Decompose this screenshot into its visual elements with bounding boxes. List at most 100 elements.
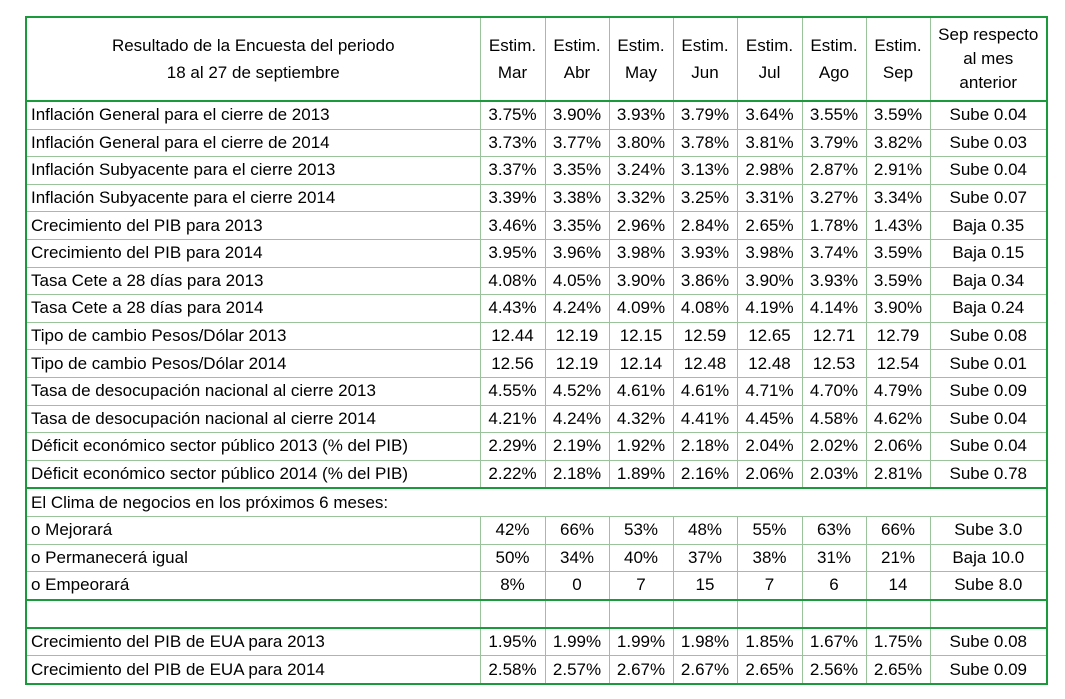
- header-col-label: Estim.: [810, 36, 858, 55]
- value-cell: 3.75%: [479, 100, 546, 130]
- header-col-month: Sep: [882, 63, 914, 82]
- value-cell: 63%: [801, 515, 867, 545]
- row-label: Déficit económico sector público 2013 (%…: [25, 432, 481, 461]
- value-cell: 3.55%: [801, 100, 867, 130]
- table-row: o Empeorará 8% 0 7 15 7 6 14 Sube 8.0: [25, 571, 1048, 601]
- indicators-body: Inflación General para el cierre de 2013…: [25, 100, 1048, 490]
- value-cell: 4.43%: [479, 294, 546, 323]
- value-cell: 21%: [865, 543, 931, 573]
- value-cell: 4.08%: [479, 266, 546, 296]
- row-label: Crecimiento del PIB para 2014: [25, 238, 481, 268]
- value-cell: 3.24%: [608, 156, 674, 185]
- value-cell: 8%: [479, 571, 546, 601]
- header-col-sep: Estim. Sep: [865, 16, 931, 102]
- change-cell: Sube 3.0: [929, 515, 1048, 545]
- change-cell: Sube 0.78: [929, 459, 1048, 490]
- value-cell: 1.89%: [608, 459, 674, 490]
- value-cell: 4.79%: [865, 376, 931, 406]
- value-cell: 2.02%: [801, 432, 867, 461]
- value-cell: 1.99%: [544, 626, 610, 657]
- value-cell: 3.59%: [865, 266, 931, 296]
- header-change-line3: anterior: [959, 73, 1018, 92]
- value-cell: 12.48: [736, 349, 803, 378]
- row-label: Tipo de cambio Pesos/Dólar 2013: [25, 321, 481, 351]
- value-cell: 4.55%: [479, 376, 546, 406]
- value-cell: 3.74%: [801, 238, 867, 268]
- header-col-ago: Estim. Ago: [801, 16, 867, 102]
- row-label: Tasa Cete a 28 días para 2014: [25, 294, 481, 323]
- value-cell: 3.79%: [672, 100, 738, 130]
- value-cell: 2.96%: [608, 211, 674, 240]
- change-cell: Sube 0.04: [929, 432, 1048, 461]
- empty-cell: [865, 599, 931, 629]
- value-cell: 15: [672, 571, 738, 601]
- header-col-label: Estim.: [681, 36, 729, 55]
- value-cell: 1.85%: [736, 626, 803, 657]
- value-cell: 4.32%: [608, 404, 674, 434]
- value-cell: 12.15: [608, 321, 674, 351]
- value-cell: 3.81%: [736, 128, 803, 158]
- header-col-mar: Estim. Mar: [479, 16, 546, 102]
- empty-cell: [479, 599, 546, 629]
- header-col-jun: Estim. Jun: [672, 16, 738, 102]
- header-col-month: Ago: [818, 63, 850, 82]
- value-cell: 40%: [608, 543, 674, 573]
- table-row: Crecimiento del PIB de EUA para 2013 1.95…: [25, 626, 1048, 657]
- value-cell: 3.59%: [865, 100, 931, 130]
- value-cell: 2.18%: [672, 432, 738, 461]
- value-cell: 3.90%: [865, 294, 931, 323]
- value-cell: 2.87%: [801, 156, 867, 185]
- value-cell: 2.06%: [865, 432, 931, 461]
- row-label: Crecimiento del PIB para 2013: [25, 211, 481, 240]
- value-cell: 6: [801, 571, 867, 601]
- value-cell: 12.79: [865, 321, 931, 351]
- value-cell: 3.93%: [801, 266, 867, 296]
- value-cell: 4.71%: [736, 376, 803, 406]
- clima-section: El Clima de negocios en los próximos 6 m…: [25, 487, 1048, 517]
- row-label: o Mejorará: [25, 515, 481, 545]
- value-cell: 2.98%: [736, 156, 803, 185]
- value-cell: 50%: [479, 543, 546, 573]
- value-cell: 4.70%: [801, 376, 867, 406]
- value-cell: 1.67%: [801, 626, 867, 657]
- value-cell: 4.58%: [801, 404, 867, 434]
- table-row: Tasa Cete a 28 días para 2013 4.08% 4.05% 3…: [25, 266, 1048, 296]
- value-cell: 7: [608, 571, 674, 601]
- header-col-abr: Estim. Abr: [544, 16, 610, 102]
- change-cell: Sube 0.09: [929, 655, 1048, 685]
- value-cell: 3.78%: [672, 128, 738, 158]
- clima-title-row: El Clima de negocios en los próximos 6 m…: [25, 487, 1048, 517]
- value-cell: 2.84%: [672, 211, 738, 240]
- table-row: Crecimiento del PIB de EUA para 2014 2.58…: [25, 655, 1048, 685]
- change-cell: Baja 0.34: [929, 266, 1048, 296]
- value-cell: 2.29%: [479, 432, 546, 461]
- change-cell: Sube 0.08: [929, 626, 1048, 657]
- table-row: Tasa de desocupación nacional al cierre …: [25, 376, 1048, 406]
- header-col-month: Abr: [563, 63, 591, 82]
- table-row: Inflación General para el cierre de 2013…: [25, 100, 1048, 130]
- value-cell: 3.27%: [801, 183, 867, 213]
- value-cell: 1.75%: [865, 626, 931, 657]
- table-row: Crecimiento del PIB para 2013 3.46% 3.35% 2…: [25, 211, 1048, 240]
- row-label: Crecimiento del PIB de EUA para 2013: [25, 626, 481, 657]
- value-cell: 3.90%: [544, 100, 610, 130]
- table-row: Inflación General para el cierre de 2014…: [25, 128, 1048, 158]
- empty-cell: [929, 599, 1048, 629]
- empty-cell: [672, 599, 738, 629]
- table-row: Tasa Cete a 28 días para 2014 4.43% 4.24% 4…: [25, 294, 1048, 323]
- value-cell: 48%: [672, 515, 738, 545]
- table-row: Tasa de desocupación nacional al cierre …: [25, 404, 1048, 434]
- header-col-label: Estim.: [745, 36, 794, 55]
- value-cell: 12.48: [672, 349, 738, 378]
- value-cell: 4.05%: [544, 266, 610, 296]
- value-cell: 3.64%: [736, 100, 803, 130]
- value-cell: 3.79%: [801, 128, 867, 158]
- value-cell: 3.13%: [672, 156, 738, 185]
- value-cell: 12.59: [672, 321, 738, 351]
- value-cell: 3.93%: [672, 238, 738, 268]
- value-cell: 4.45%: [736, 404, 803, 434]
- row-label: Crecimiento del PIB de EUA para 2014: [25, 655, 481, 685]
- value-cell: 4.52%: [544, 376, 610, 406]
- value-cell: 4.08%: [672, 294, 738, 323]
- value-cell: 12.44: [479, 321, 546, 351]
